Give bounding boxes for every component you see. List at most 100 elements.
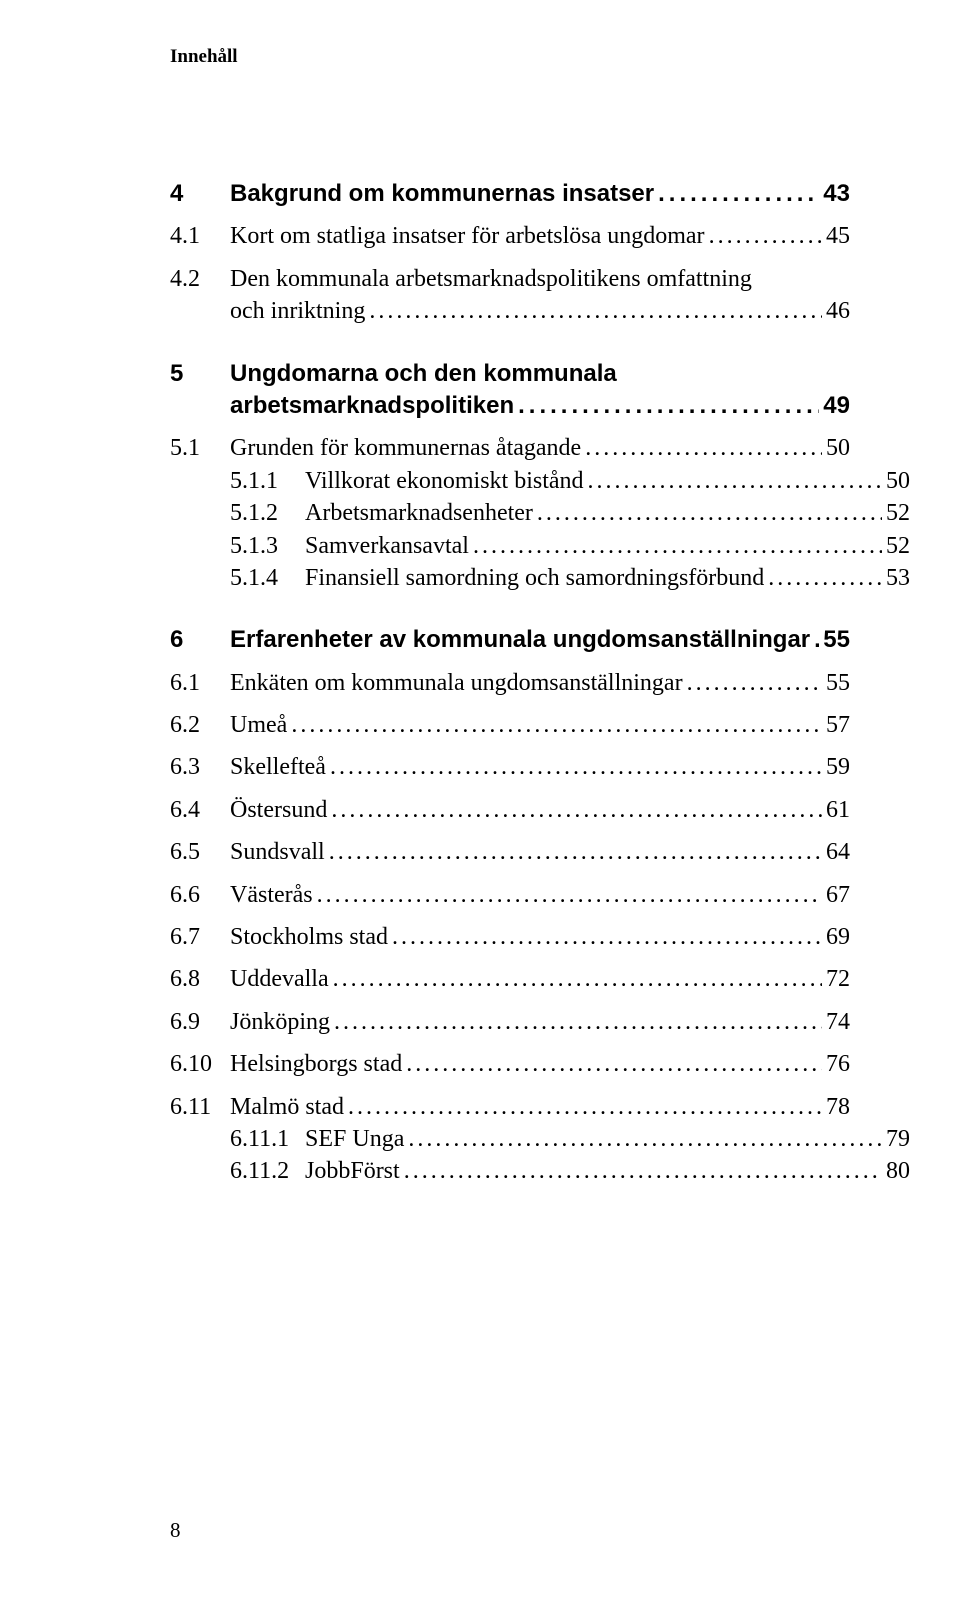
toc-num: 6.7 [170, 921, 230, 953]
dot-leader [588, 465, 882, 497]
toc-entry-6-9: 6.9 Jönköping 74 [170, 1006, 850, 1038]
toc-num: 5 [170, 358, 230, 390]
dot-leader [291, 709, 822, 741]
toc-entry-5-1-2: 5.1.2 Arbetsmarknadsenheter 52 [170, 497, 910, 529]
toc-page: 55 [826, 667, 850, 699]
dot-leader [585, 432, 822, 464]
toc-num: 5.1.1 [230, 465, 305, 497]
toc-title: Ungdomarna och den kommunala [230, 358, 617, 390]
toc-page: 53 [886, 562, 910, 594]
toc-entry-6-3: 6.3 Skellefteå 59 [170, 751, 850, 783]
toc-entry-6: 6 Erfarenheter av kommunala ungdomsanstä… [170, 624, 850, 656]
dot-leader [473, 530, 882, 562]
toc-title: Malmö stad [230, 1091, 344, 1123]
toc-title: Sundsvall [230, 836, 325, 868]
toc-title: Finansiell samordning och samordningsför… [305, 562, 764, 594]
toc-entry-6-4: 6.4 Östersund 61 [170, 794, 850, 826]
document-page: Innehåll 4 Bakgrund om kommunernas insat… [0, 0, 960, 1603]
toc-entry-4: 4 Bakgrund om kommunernas insatser 43 [170, 178, 850, 210]
toc-entry-6-11-2: 6.11.2 JobbFörst 80 [170, 1155, 910, 1187]
toc-entry-5-1-4: 5.1.4 Finansiell samordning och samordni… [170, 562, 910, 594]
dot-leader [709, 220, 822, 252]
toc-page: 79 [886, 1123, 910, 1155]
toc-title: Östersund [230, 794, 327, 826]
toc-title: Villkorat ekonomiskt bistånd [305, 465, 584, 497]
dot-leader [408, 1123, 882, 1155]
toc-num: 6.11.2 [230, 1155, 305, 1187]
toc-title: Skellefteå [230, 751, 326, 783]
toc-entry-6-5: 6.5 Sundsvall 64 [170, 836, 850, 868]
dot-leader [334, 1006, 822, 1038]
dot-leader [333, 963, 822, 995]
dot-leader [329, 836, 822, 868]
toc-num: 5.1 [170, 432, 230, 464]
toc-num: 4.1 [170, 220, 230, 252]
toc-page: 74 [826, 1006, 850, 1038]
toc-num: 6 [170, 624, 230, 656]
toc-num: 6.10 [170, 1048, 230, 1080]
toc-page: 78 [826, 1091, 850, 1123]
toc-page: 45 [826, 220, 850, 252]
toc-num: 6.8 [170, 963, 230, 995]
toc-num: 6.2 [170, 709, 230, 741]
toc-page: 43 [823, 178, 850, 210]
toc-title: Den kommunala arbetsmarknadspolitikens o… [230, 263, 752, 295]
dot-leader [330, 751, 822, 783]
toc-section-5: 5 Ungdomarna och den kommunala arbetsmar… [170, 358, 850, 595]
toc-title: SEF Unga [305, 1123, 404, 1155]
toc-num: 4.2 [170, 263, 230, 295]
toc-num: 5.1.4 [230, 562, 305, 594]
toc-entry-5-1: 5.1 Grunden för kommunernas åtagande 50 [170, 432, 850, 464]
dot-leader [658, 178, 819, 210]
toc-entry-6-8: 6.8 Uddevalla 72 [170, 963, 850, 995]
dot-leader [537, 497, 882, 529]
toc-page: 80 [886, 1155, 910, 1187]
toc-page: 50 [886, 465, 910, 497]
toc-num: 6.9 [170, 1006, 230, 1038]
toc-page: 76 [826, 1048, 850, 1080]
dot-leader [406, 1048, 822, 1080]
toc-entry-4-2: 4.2 Den kommunala arbetsmarknadspolitike… [170, 263, 850, 328]
toc-title: Umeå [230, 709, 287, 741]
toc-title: Jönköping [230, 1006, 330, 1038]
toc-num: 4 [170, 178, 230, 210]
toc-entry-6-1: 6.1 Enkäten om kommunala ungdomsanställn… [170, 667, 850, 699]
toc-title: Uddevalla [230, 963, 329, 995]
toc-page: 64 [826, 836, 850, 868]
dot-leader [317, 879, 822, 911]
toc-num: 6.6 [170, 879, 230, 911]
dot-leader [348, 1091, 822, 1123]
toc-num: 6.4 [170, 794, 230, 826]
dot-leader [687, 667, 822, 699]
dot-leader [331, 794, 822, 826]
running-head: Innehåll [170, 46, 850, 68]
toc-page: 57 [826, 709, 850, 741]
toc-title: Kort om statliga insatser för arbetslösa… [230, 220, 705, 252]
toc-title: JobbFörst [305, 1155, 400, 1187]
toc-title: Erfarenheter av kommunala ungdomsanställ… [230, 624, 810, 656]
dot-leader [814, 624, 819, 656]
toc-entry-6-7: 6.7 Stockholms stad 69 [170, 921, 850, 953]
toc-title: Stockholms stad [230, 921, 388, 953]
dot-leader [369, 295, 822, 327]
dot-leader [518, 390, 819, 422]
toc-entry-5: 5 Ungdomarna och den kommunala arbetsmar… [170, 358, 850, 423]
toc-section-6: 6 Erfarenheter av kommunala ungdomsanstä… [170, 624, 850, 1187]
toc-title: Enkäten om kommunala ungdomsanställninga… [230, 667, 683, 699]
toc-page: 67 [826, 879, 850, 911]
toc-title: Arbetsmarknadsenheter [305, 497, 533, 529]
toc-num: 5.1.3 [230, 530, 305, 562]
toc-page: 49 [823, 390, 850, 422]
toc-entry-6-11-1: 6.11.1 SEF Unga 79 [170, 1123, 910, 1155]
toc-page: 61 [826, 794, 850, 826]
toc-num: 5.1.2 [230, 497, 305, 529]
toc-page: 52 [886, 530, 910, 562]
toc-title-cont: och inriktning [230, 295, 365, 327]
toc-title: Grunden för kommunernas åtagande [230, 432, 581, 464]
toc-num: 6.3 [170, 751, 230, 783]
toc-page: 46 [826, 295, 850, 327]
dot-leader [404, 1155, 882, 1187]
toc-page: 72 [826, 963, 850, 995]
page-number: 8 [170, 1518, 181, 1543]
toc-title: Samverkansavtal [305, 530, 469, 562]
